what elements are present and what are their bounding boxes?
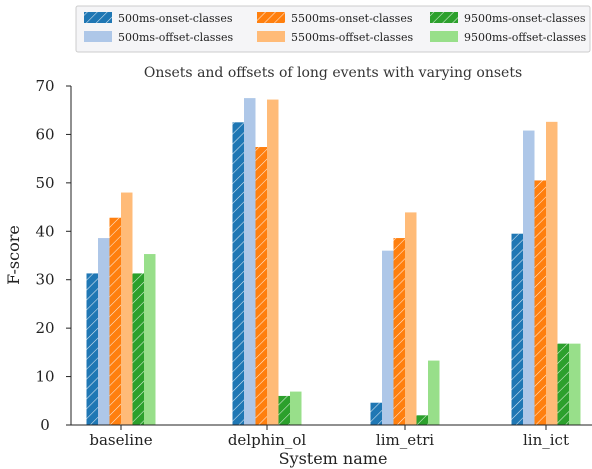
x-tick-label: lin_ict: [523, 431, 569, 449]
y-axis-label: F-score: [4, 225, 23, 285]
legend-swatch: [84, 31, 112, 42]
y-tick-label: 70: [35, 77, 54, 95]
legend-frame: [75, 5, 591, 53]
bar-5500ms-offset-classes-lim_etri: [405, 212, 417, 425]
bars: [86, 98, 581, 426]
bar-hatch-500ms-onset-classes-lim_etri: [370, 402, 382, 425]
y-ticks: 0 10 20 30 40 50 60 70: [35, 77, 71, 434]
bar-hatch-500ms-onset-classes-baseline: [86, 273, 98, 425]
y-tick-label: 30: [35, 271, 54, 289]
bar-hatch-5500ms-onset-classes-delphin_ol: [255, 147, 267, 425]
bar-hatch-5500ms-onset-classes-lim_etri: [393, 238, 405, 425]
chart-title: Onsets and offsets of long events with v…: [144, 65, 522, 81]
bar-500ms-offset-classes-lin_ict: [523, 130, 535, 426]
bar-500ms-offset-classes-baseline: [98, 238, 110, 425]
bar-hatch-9500ms-onset-classes-lin_ict: [557, 343, 569, 425]
bar-500ms-offset-classes-lim_etri: [382, 250, 394, 425]
legend-swatch-hatch: [257, 12, 285, 23]
bar-9500ms-offset-classes-baseline: [144, 254, 156, 425]
bar-hatch-500ms-onset-classes-delphin_ol: [232, 122, 244, 425]
bar-hatch-9500ms-onset-classes-lim_etri: [416, 415, 428, 425]
legend-swatch-hatch: [84, 12, 112, 23]
legend-swatch: [257, 31, 285, 42]
legend-swatch-hatch: [430, 12, 458, 23]
bar-9500ms-offset-classes-lin_ict: [569, 343, 581, 425]
legend-label: 500ms-onset-classes: [118, 12, 233, 25]
legend-label: 5500ms-onset-classes: [291, 12, 413, 25]
legend-label: 5500ms-offset-classes: [291, 31, 414, 44]
legend-items: 500ms-onset-classes 500ms-offset-classes 5…: [84, 12, 587, 44]
bar-hatch-9500ms-onset-classes-delphin_ol: [278, 395, 290, 425]
x-ticks: baseline delphin_ol lim_etri lin_ict: [89, 425, 569, 449]
y-tick-label: 0: [40, 416, 50, 434]
x-tick-label: baseline: [89, 431, 152, 449]
x-tick-label: lim_etri: [376, 431, 434, 449]
y-tick-label: 10: [35, 368, 54, 386]
bar-hatch-9500ms-onset-classes-baseline: [132, 273, 144, 425]
x-axis-label: System name: [279, 449, 388, 468]
bar-5500ms-offset-classes-lin_ict: [546, 121, 558, 425]
legend: 500ms-onset-classes 500ms-offset-classes 5…: [75, 5, 591, 53]
legend-swatch: [430, 31, 458, 42]
bar-9500ms-offset-classes-delphin_ol: [290, 391, 302, 425]
bar-5500ms-offset-classes-baseline: [121, 192, 133, 425]
bar-hatch-500ms-onset-classes-lin_ict: [511, 233, 523, 425]
bar-9500ms-offset-classes-lim_etri: [428, 360, 440, 425]
legend-label: 500ms-offset-classes: [118, 31, 234, 44]
y-tick-label: 50: [35, 174, 54, 192]
bar-500ms-offset-classes-delphin_ol: [244, 98, 256, 426]
legend-label: 9500ms-offset-classes: [464, 31, 587, 44]
y-tick-label: 20: [35, 319, 54, 337]
legend-label: 9500ms-onset-classes: [464, 12, 586, 25]
bar-hatch-5500ms-onset-classes-lin_ict: [534, 180, 546, 425]
bar-hatch-5500ms-onset-classes-baseline: [109, 217, 121, 425]
x-tick-label: delphin_ol: [228, 431, 307, 449]
bar-5500ms-offset-classes-delphin_ol: [267, 99, 279, 425]
y-tick-label: 40: [35, 222, 54, 240]
y-tick-label: 60: [35, 125, 54, 143]
